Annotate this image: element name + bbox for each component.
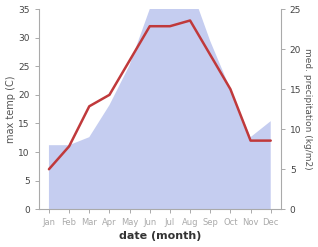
Y-axis label: max temp (C): max temp (C) bbox=[5, 75, 16, 143]
Y-axis label: med. precipitation (kg/m2): med. precipitation (kg/m2) bbox=[303, 48, 313, 170]
X-axis label: date (month): date (month) bbox=[119, 231, 201, 242]
